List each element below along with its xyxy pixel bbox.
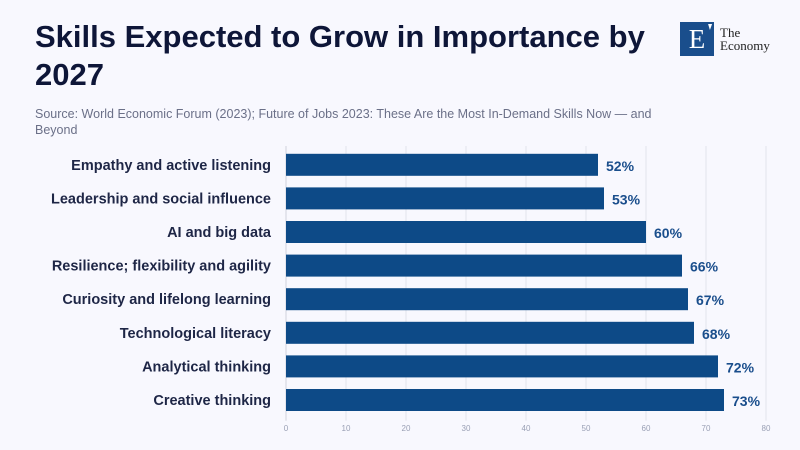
x-tick-label: 40 [522,424,531,433]
bars [286,153,724,411]
logo-wordmark: The Economy [720,26,770,52]
bar [286,187,604,210]
x-tick-label: 20 [402,424,411,433]
category-label: Curiosity and lifelong learning [62,292,271,308]
value-label: 73% [732,393,761,409]
value-label: 52% [606,158,635,174]
category-label: Creative thinking [153,393,271,409]
chart-source: Source: World Economic Forum (2023); Fut… [35,107,652,137]
the-economy-logo: E The Economy [680,22,770,56]
category-label: Leadership and social influence [51,191,271,207]
logo-line-2: Economy [720,38,770,53]
category-label: Technological literacy [120,326,271,342]
value-labels: 52% 53% 60% 66% 67% 68% 72% 73% [606,158,761,409]
bar [286,389,724,411]
value-label: 68% [702,326,731,342]
category-label: Empathy and active listening [71,158,271,174]
category-label: Analytical thinking [142,359,271,375]
category-label: AI and big data [167,225,272,241]
x-tick-label: 50 [582,424,591,433]
bar [286,321,694,344]
chart-title: Skills Expected to Grow in Importance by… [35,19,645,92]
bar [286,254,682,277]
value-label: 66% [690,259,719,275]
x-tick-label: 30 [462,424,471,433]
value-label: 60% [654,225,683,241]
value-label: 72% [726,359,755,375]
x-tick-label: 70 [702,424,711,433]
logo-line-1: The [720,25,741,40]
category-label: Resilience; flexibility and agility [52,259,271,275]
bar [286,355,718,378]
bar [286,221,646,243]
value-label: 53% [612,191,641,207]
x-tick-label: 60 [642,424,651,433]
bar [286,288,688,311]
bar [286,153,598,176]
x-tick-label: 0 [284,424,289,433]
category-labels: Empathy and active listening Leadership a… [51,158,272,409]
x-tick-label: 80 [762,424,771,433]
grid-lines [285,146,767,421]
value-label: 67% [696,292,725,308]
x-tick-label: 10 [342,424,351,433]
logo-mark-icon: E [680,22,714,56]
x-axis-ticks: 0 10 20 30 40 50 60 70 80 [284,424,771,433]
